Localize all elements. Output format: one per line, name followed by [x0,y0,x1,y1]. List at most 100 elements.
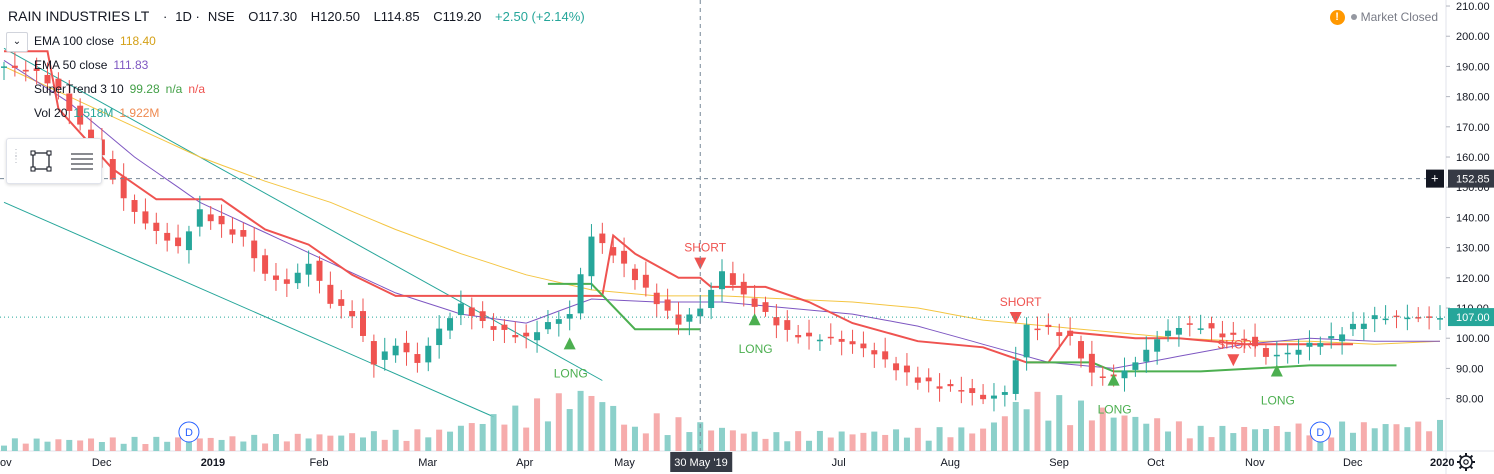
candle[interactable] [1349,323,1356,330]
trendline-upper[interactable] [3,47,603,381]
candle[interactable] [262,255,269,274]
candle[interactable] [1273,354,1280,357]
signal-long-arrow[interactable] [1270,364,1283,377]
dividend-marker[interactable] [1309,421,1331,443]
dividend-marker[interactable] [178,421,200,443]
candle[interactable] [827,336,834,339]
candle[interactable] [816,339,823,342]
candle[interactable] [109,159,116,180]
candle[interactable] [512,335,519,338]
candle[interactable] [914,377,921,383]
interval[interactable]: 1D [175,9,192,24]
candle[interactable] [1393,315,1400,318]
candle[interactable] [599,233,606,244]
candle[interactable] [175,237,182,247]
candle[interactable] [1175,327,1182,335]
candle[interactable] [283,279,290,284]
candle[interactable] [1219,333,1226,338]
candle[interactable] [534,332,541,341]
candle[interactable] [436,328,443,346]
candle[interactable] [185,231,192,251]
candle[interactable] [925,377,932,382]
candle[interactable] [1426,316,1433,318]
add-alert-button[interactable] [1426,169,1444,188]
market-status[interactable]: ! Market Closed [1329,10,1438,26]
candle[interactable] [838,338,845,342]
candle[interactable] [1132,362,1139,370]
candle[interactable] [77,105,84,125]
candle[interactable] [806,332,813,337]
candle[interactable] [164,232,171,241]
signal-short-arrow[interactable] [1009,311,1022,324]
candle[interactable] [1023,324,1030,358]
collapse-legend-button[interactable]: ⌄ [6,32,28,52]
candle[interactable] [66,93,73,111]
volume-legend[interactable]: Vol 20 1.518M 1.922M [34,106,160,120]
candle[interactable] [1339,334,1346,342]
candle[interactable] [1034,328,1041,331]
candle[interactable] [566,314,573,319]
gear-icon[interactable] [1456,452,1476,472]
candle[interactable] [729,273,736,285]
drag-handle-icon[interactable]: ⋮ ⋮ [11,148,21,165]
candle[interactable] [457,303,464,316]
candle[interactable] [653,292,660,305]
candle[interactable] [479,311,486,322]
candle[interactable] [1252,336,1259,347]
candle[interactable] [936,386,943,389]
candle[interactable] [1241,338,1248,341]
candle[interactable] [795,335,802,338]
candle[interactable] [1143,349,1150,362]
candle[interactable] [642,274,649,288]
candle[interactable] [1186,323,1193,325]
candle[interactable] [1230,332,1237,335]
candle[interactable] [381,351,388,360]
candle[interactable] [893,363,900,371]
candle[interactable] [33,68,40,71]
candle[interactable] [773,317,780,326]
candle[interactable] [414,354,421,363]
candle[interactable] [882,351,889,360]
trendline-lower[interactable] [3,201,494,418]
candle[interactable] [240,230,247,237]
signal-long-arrow[interactable] [1107,373,1120,386]
candle[interactable] [490,326,497,330]
candle[interactable] [272,275,279,280]
signal-long-arrow[interactable] [748,313,761,326]
candle[interactable] [131,200,138,212]
candle[interactable] [1262,348,1269,357]
candle[interactable] [447,318,454,331]
candle[interactable] [577,274,584,314]
candle[interactable] [588,236,595,277]
candle[interactable] [664,299,671,311]
candle[interactable] [544,322,551,330]
candle[interactable] [1284,352,1291,355]
candle[interactable] [1328,336,1335,339]
candle[interactable] [1415,317,1422,319]
candle[interactable] [1154,339,1161,352]
candle[interactable] [55,78,62,89]
candle[interactable] [610,247,617,256]
candle[interactable] [1165,330,1172,337]
candle[interactable] [849,341,856,345]
candle[interactable] [947,384,954,387]
candle[interactable] [11,65,18,68]
candle[interactable] [1,66,7,68]
candle[interactable] [1045,324,1052,328]
candle[interactable] [762,302,769,312]
candle[interactable] [686,314,693,322]
candle[interactable] [1121,370,1128,379]
candle[interactable] [360,311,366,336]
candle[interactable] [294,272,301,284]
candle[interactable] [501,324,508,330]
candle[interactable] [860,343,867,349]
candle[interactable] [784,320,791,330]
candle[interactable] [1012,360,1019,394]
candle[interactable] [1295,349,1302,355]
candle[interactable] [1208,323,1215,329]
candle[interactable] [392,345,399,356]
candle[interactable] [958,390,965,392]
candle[interactable] [370,341,377,365]
candle[interactable] [990,395,997,399]
